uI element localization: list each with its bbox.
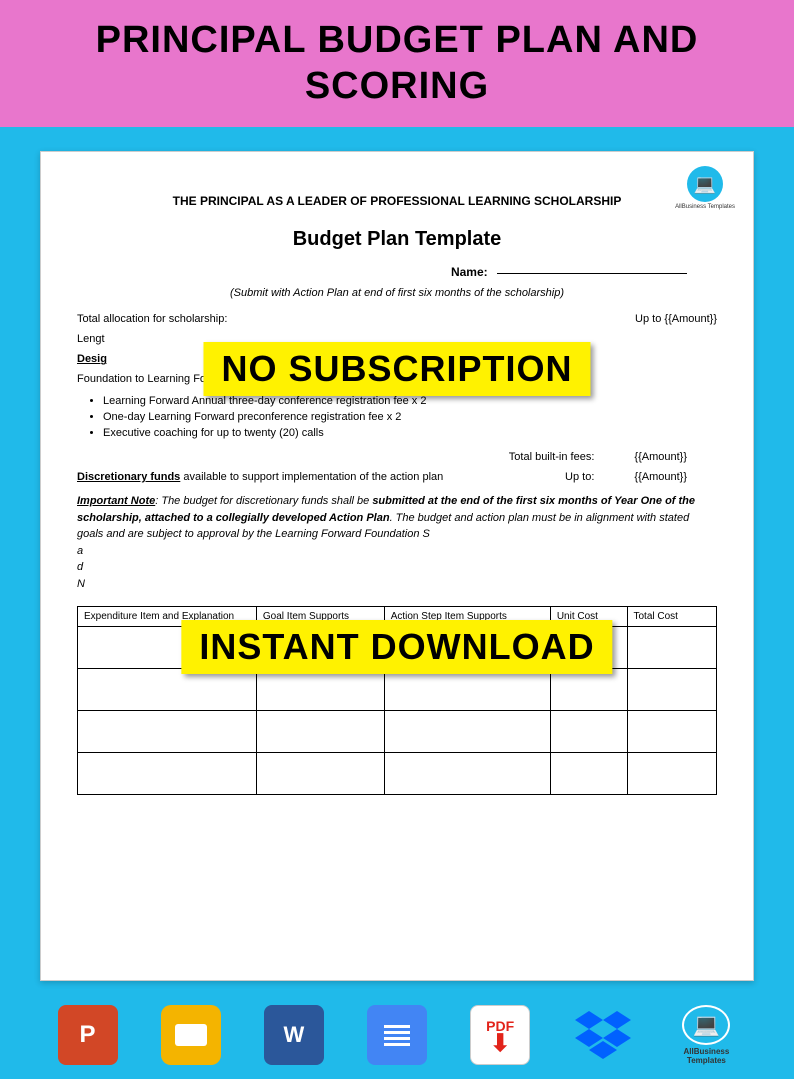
table-row: [78, 669, 717, 711]
discretionary-value: {{Amount}}: [634, 471, 687, 483]
logo-label: AllBusiness Templates: [675, 204, 735, 210]
table-row: [78, 753, 717, 795]
submit-note: (Submit with Action Plan at end of first…: [77, 287, 717, 299]
abt-circle-icon: 💻: [682, 1005, 730, 1045]
discretionary-label: Discretionary funds: [77, 471, 180, 483]
builtin-value: {{Amount}}: [634, 451, 687, 463]
allbusiness-templates-icon[interactable]: 💻 AllBusiness Templates: [676, 1005, 736, 1065]
note-line-d: d: [77, 561, 83, 573]
overlay-instant-download: INSTANT DOWNLOAD: [181, 620, 612, 674]
download-arrow-icon: ⬇: [490, 1034, 510, 1053]
discretionary-values: Up to: {{Amount}}: [565, 471, 717, 483]
google-docs-icon[interactable]: [367, 1005, 427, 1065]
abt-label: AllBusiness Templates: [676, 1047, 736, 1065]
builtin-fees-row: Total built-in fees: {{Amount}}: [77, 451, 717, 463]
document-preview: 💻 AllBusiness Templates THE PRINCIPAL AS…: [40, 151, 754, 981]
bullet-list: Learning Forward Annual three-day confer…: [103, 395, 717, 439]
header-banner: PRINCIPAL BUDGET PLAN AND SCORING: [0, 0, 794, 127]
logo-circle-icon: 💻: [687, 166, 723, 202]
format-icons-row: P W PDF ⬇ 💻 AllBusiness Templates: [0, 995, 794, 1079]
word-icon[interactable]: W: [264, 1005, 324, 1065]
brand-logo: 💻 AllBusiness Templates: [675, 166, 735, 210]
discretionary-text: Discretionary funds available to support…: [77, 471, 443, 483]
discretionary-rest: available to support implementation of t…: [180, 471, 443, 483]
total-allocation-row: Total allocation for scholarship: Up to …: [77, 313, 717, 325]
name-field-row: Name:: [77, 265, 717, 279]
total-alloc-value: Up to {{Amount}}: [635, 313, 717, 325]
list-item: Executive coaching for up to twenty (20)…: [103, 427, 717, 439]
builtin-label: Total built-in fees:: [509, 451, 595, 463]
note-line-a: a: [77, 545, 83, 557]
discretionary-upto: Up to:: [565, 471, 594, 483]
name-underline: [497, 273, 687, 274]
main-container: PRINCIPAL BUDGET PLAN AND SCORING 💻 AllB…: [0, 0, 794, 1079]
laptop-icon: 💻: [694, 174, 716, 195]
note-line-n: N: [77, 578, 85, 590]
doc-subtitle: THE PRINCIPAL AS A LEADER OF PROFESSIONA…: [77, 194, 717, 208]
dropbox-icon[interactable]: [573, 1005, 633, 1065]
discretionary-row: Discretionary funds available to support…: [77, 471, 717, 483]
name-label: Name:: [451, 265, 488, 279]
total-alloc-label: Total allocation for scholarship:: [77, 313, 227, 325]
col-header: Total Cost: [627, 607, 717, 627]
table-row: [78, 711, 717, 753]
document-area: 💻 AllBusiness Templates THE PRINCIPAL AS…: [0, 127, 794, 995]
page-title: PRINCIPAL BUDGET PLAN AND SCORING: [30, 18, 764, 109]
list-item: Learning Forward Annual three-day confer…: [103, 395, 717, 407]
doc-title: Budget Plan Template: [77, 228, 717, 251]
google-slides-icon[interactable]: [161, 1005, 221, 1065]
important-note: Important Note: The budget for discretio…: [77, 493, 717, 592]
list-item: One-day Learning Forward preconference r…: [103, 411, 717, 423]
note-p1a: : The budget for discretionary funds sha…: [155, 495, 372, 507]
overlay-no-subscription: NO SUBSCRIPTION: [203, 342, 590, 396]
dropbox-svg-icon: [575, 1011, 631, 1059]
pdf-icon[interactable]: PDF ⬇: [470, 1005, 530, 1065]
note-lead: Important Note: [77, 495, 155, 507]
powerpoint-icon[interactable]: P: [58, 1005, 118, 1065]
laptop-icon: 💻: [693, 1012, 720, 1038]
